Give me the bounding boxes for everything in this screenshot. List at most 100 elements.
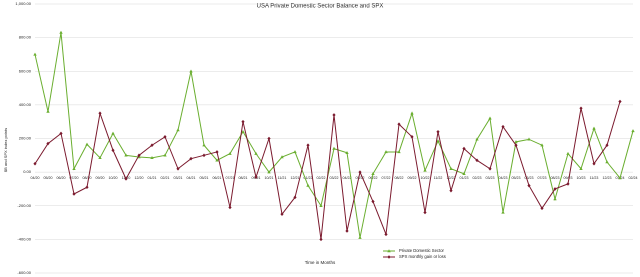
point <box>358 170 362 174</box>
x-tick-label: 03/23 <box>486 176 495 180</box>
point <box>553 187 557 191</box>
x-tick-label: 02/21 <box>161 176 170 180</box>
y-tick-label: -400.00 <box>17 236 31 241</box>
point <box>111 148 115 153</box>
x-tick-label: 11/22 <box>434 176 443 180</box>
point <box>410 135 414 139</box>
y-tick-label: -600.00 <box>17 270 31 275</box>
point <box>423 210 427 215</box>
point <box>527 183 531 188</box>
point <box>436 129 440 134</box>
legend-label: SPX monthly gain or loss <box>399 254 446 259</box>
x-tick-label: 05/22 <box>356 176 365 180</box>
x-tick-label: 08/21 <box>239 176 248 180</box>
point <box>228 205 232 210</box>
x-tick-label: 07/22 <box>382 176 391 180</box>
point <box>215 158 219 162</box>
point <box>46 109 50 113</box>
point <box>267 170 271 174</box>
point <box>241 119 245 124</box>
point <box>319 203 323 207</box>
x-tick-label: 06/21 <box>213 176 222 180</box>
x-tick-label: 04/23 <box>499 176 508 180</box>
x-tick-label: 01/21 <box>148 176 157 180</box>
point <box>85 185 89 190</box>
point <box>423 168 427 172</box>
point <box>449 166 453 170</box>
point <box>85 142 89 146</box>
x-tick-label: 08/23 <box>551 176 560 180</box>
y-tick-label: 0.00 <box>23 169 32 174</box>
point <box>254 151 258 155</box>
y-tick-label: 600.00 <box>19 68 32 73</box>
point <box>410 111 414 115</box>
point <box>163 153 167 157</box>
point <box>293 150 297 154</box>
point <box>514 143 518 148</box>
point <box>514 140 518 144</box>
point <box>306 183 310 187</box>
x-tick-label: 12/22 <box>447 176 456 180</box>
x-tick-label: 05/21 <box>200 176 209 180</box>
point <box>449 188 453 193</box>
x-tick-label: 07/20 <box>70 176 79 180</box>
x-axis-label: Time in Months <box>305 260 336 265</box>
point <box>267 136 271 141</box>
y-tick-label: 400.00 <box>19 102 32 107</box>
x-tick-label: 02/22 <box>317 176 326 180</box>
point <box>72 192 76 196</box>
point <box>202 153 206 158</box>
y-tick-label: -200.00 <box>17 203 31 208</box>
x-tick-label: 04/21 <box>187 176 196 180</box>
x-tick-label: 08/22 <box>395 176 404 180</box>
point <box>345 150 349 154</box>
point <box>332 113 336 117</box>
point <box>150 143 154 148</box>
point <box>384 232 388 237</box>
point <box>566 151 570 155</box>
point <box>345 229 349 233</box>
x-tick-label: 07/23 <box>538 176 547 180</box>
x-tick-label: 09/23 <box>564 176 573 180</box>
point <box>124 153 128 157</box>
x-tick-label: 11/21 <box>278 176 287 180</box>
point <box>592 161 596 166</box>
point <box>436 139 440 143</box>
x-tick-label: 01/22 <box>304 176 313 180</box>
point <box>527 137 531 141</box>
point <box>540 206 544 211</box>
x-tick-label: 04/22 <box>343 176 352 180</box>
x-tick-label: 01/23 <box>460 176 469 180</box>
point <box>72 166 76 170</box>
x-tick-label: 06/23 <box>525 176 534 180</box>
point <box>111 131 115 135</box>
point <box>462 172 466 176</box>
point <box>150 156 154 160</box>
point <box>98 156 102 160</box>
legend-label: Private Domestic Sector <box>399 248 445 253</box>
x-tick-label: 05/23 <box>512 176 521 180</box>
point <box>553 197 557 201</box>
point <box>254 175 258 179</box>
point <box>605 143 609 148</box>
legend-marker <box>387 249 391 253</box>
point <box>488 116 492 120</box>
x-tick-label: 11/23 <box>590 176 599 180</box>
point <box>293 195 297 200</box>
x-tick-label: 02/23 <box>473 176 482 180</box>
x-tick-label: 12/23 <box>603 176 612 180</box>
point <box>241 129 245 133</box>
x-tick-label: 05/20 <box>44 176 53 180</box>
point <box>46 141 50 146</box>
point <box>59 131 63 136</box>
point <box>59 30 63 34</box>
point <box>319 237 323 242</box>
point <box>189 69 193 73</box>
y-tick-label: 1,000.00 <box>15 1 31 6</box>
point <box>280 212 284 216</box>
legend-marker <box>387 255 391 259</box>
y-axis-label: $B and SPX index points <box>3 128 8 172</box>
point <box>176 128 180 132</box>
point <box>605 160 609 164</box>
x-tick-label: 03/22 <box>330 176 339 180</box>
